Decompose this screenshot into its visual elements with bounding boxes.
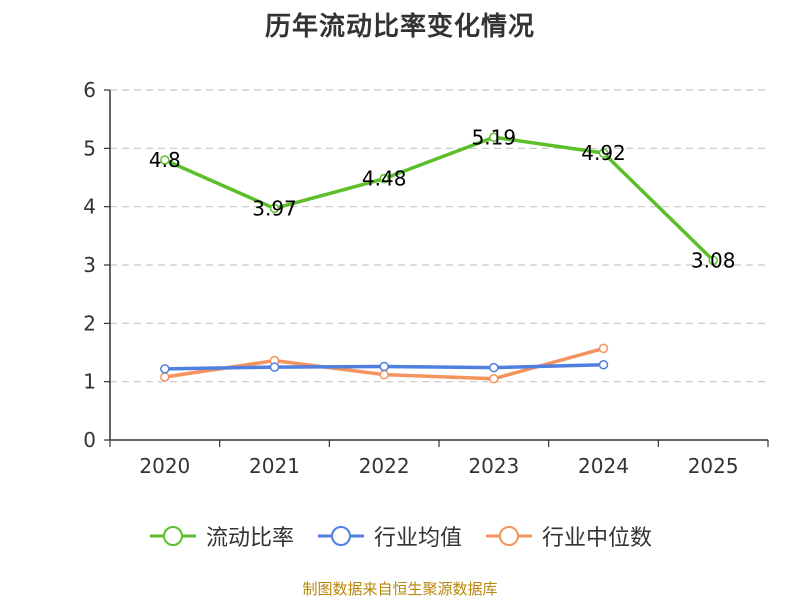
legend-item-industry-median[interactable]: 行业中位数 xyxy=(484,520,652,552)
data-point-s2-2022 xyxy=(379,369,389,380)
data-label-2024: 4.92 xyxy=(581,141,626,165)
data-label-2025: 3.08 xyxy=(691,248,736,272)
legend-label-industry-mean: 行业均值 xyxy=(373,526,462,551)
data-point-s2-2020 xyxy=(160,372,170,382)
data-label-2022: 4.48 xyxy=(362,167,407,191)
legend-label-current-ratio: 流动比率 xyxy=(205,526,294,551)
y-tick-label-3: 3 xyxy=(83,253,96,277)
x-tick-label-2020: 2020 xyxy=(139,454,190,478)
series-line-0 xyxy=(164,135,715,262)
legend-item-industry-mean[interactable]: 行业均值 xyxy=(316,520,462,552)
data-point-s2-2023 xyxy=(489,374,499,384)
x-tick-label-2021: 2021 xyxy=(249,454,300,478)
chart-title: 历年流动比率变化情况 xyxy=(264,12,535,42)
y-tick-label-6: 6 xyxy=(83,78,96,102)
x-tick-label-2022: 2022 xyxy=(359,454,410,478)
data-point-s0-2024 xyxy=(598,148,609,158)
y-tick-label-1: 1 xyxy=(83,370,96,394)
legend-swatch-current-ratio xyxy=(149,526,196,546)
data-point-s0-2022 xyxy=(379,173,389,184)
data-point-s1-2022 xyxy=(379,361,389,372)
legend-item-current-ratio[interactable]: 流动比率 xyxy=(148,520,294,552)
data-point-s1-2024 xyxy=(598,360,609,370)
y-tick-label-0: 0 xyxy=(83,428,96,452)
y-tick-label-2: 2 xyxy=(83,311,96,335)
x-tick-label-2024: 2024 xyxy=(578,454,629,478)
data-source-note: 制图数据来自恒生聚源数据库 xyxy=(302,580,498,598)
data-point-s0-2021 xyxy=(269,203,280,214)
data-point-s0-2023 xyxy=(489,132,499,142)
data-point-s0-2020 xyxy=(160,155,170,165)
x-tick-label-2025: 2025 xyxy=(688,454,739,478)
legend-swatch-industry-mean xyxy=(317,526,364,546)
y-tick-label-5: 5 xyxy=(83,136,96,160)
chart-legend: 流动比率 行业均值 行业中位数 xyxy=(0,520,800,552)
data-point-s1-2023 xyxy=(489,362,499,373)
data-point-s2-2024 xyxy=(598,343,609,354)
data-point-s1-2021 xyxy=(269,362,280,372)
legend-label-industry-median: 行业中位数 xyxy=(542,526,653,551)
y-tick-label-4: 4 xyxy=(83,195,96,219)
x-tick-label-2023: 2023 xyxy=(468,454,519,478)
data-label-2020: 4.8 xyxy=(149,148,181,172)
data-label-2021: 3.97 xyxy=(252,196,297,220)
data-point-s1-2020 xyxy=(160,364,170,374)
legend-swatch-industry-median xyxy=(486,526,532,546)
data-point-s0-2025 xyxy=(708,255,718,266)
data-label-2023: 5.19 xyxy=(472,125,517,149)
